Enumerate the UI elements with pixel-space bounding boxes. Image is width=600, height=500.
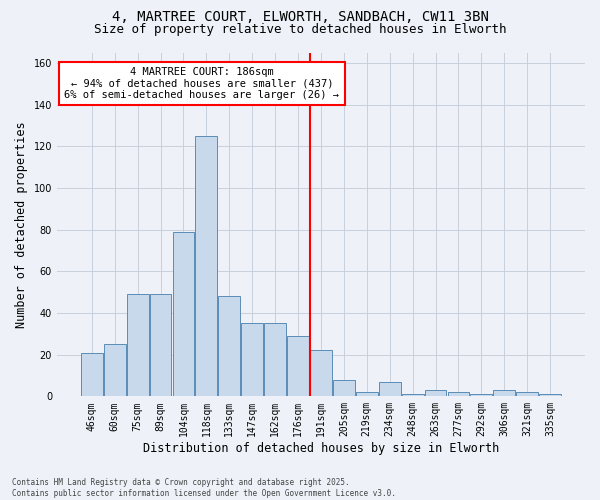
Bar	[173, 232, 194, 396]
Y-axis label: Number of detached properties: Number of detached properties	[15, 121, 28, 328]
Text: 4 MARTREE COURT: 186sqm
← 94% of detached houses are smaller (437)
6% of semi-de: 4 MARTREE COURT: 186sqm ← 94% of detache…	[64, 67, 339, 100]
Bar	[402, 394, 424, 396]
Bar	[196, 136, 217, 396]
Bar	[241, 324, 263, 396]
Text: Size of property relative to detached houses in Elworth: Size of property relative to detached ho…	[94, 22, 506, 36]
Bar	[493, 390, 515, 396]
Bar	[310, 350, 332, 397]
Bar	[517, 392, 538, 396]
Text: 4, MARTREE COURT, ELWORTH, SANDBACH, CW11 3BN: 4, MARTREE COURT, ELWORTH, SANDBACH, CW1…	[112, 10, 488, 24]
Text: Contains HM Land Registry data © Crown copyright and database right 2025.
Contai: Contains HM Land Registry data © Crown c…	[12, 478, 396, 498]
Bar	[149, 294, 172, 396]
Bar	[127, 294, 149, 396]
Bar	[448, 392, 469, 396]
Bar	[425, 390, 446, 396]
Bar	[470, 394, 492, 396]
Bar	[356, 392, 377, 396]
Bar	[539, 394, 561, 396]
Bar	[287, 336, 309, 396]
Bar	[379, 382, 401, 396]
Bar	[264, 324, 286, 396]
X-axis label: Distribution of detached houses by size in Elworth: Distribution of detached houses by size …	[143, 442, 499, 455]
Bar	[81, 352, 103, 397]
Bar	[218, 296, 240, 396]
Bar	[104, 344, 125, 397]
Bar	[333, 380, 355, 396]
